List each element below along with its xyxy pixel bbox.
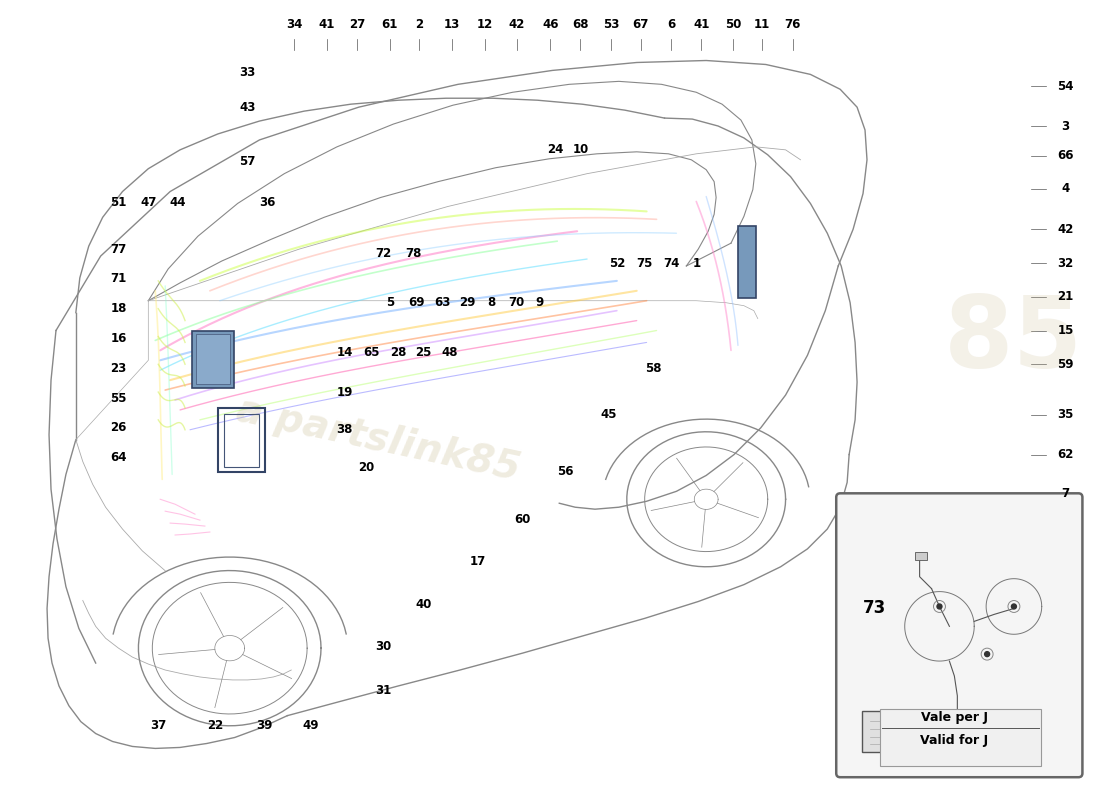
Text: 10: 10 xyxy=(573,143,590,156)
Text: 56: 56 xyxy=(557,465,573,478)
Text: 42: 42 xyxy=(1057,222,1074,236)
Text: 4: 4 xyxy=(1062,182,1069,195)
Text: a partslink85: a partslink85 xyxy=(233,391,524,488)
Text: 62: 62 xyxy=(1057,448,1074,461)
Text: 20: 20 xyxy=(359,461,375,474)
Text: 37: 37 xyxy=(150,719,166,732)
Text: 29: 29 xyxy=(459,296,475,310)
FancyBboxPatch shape xyxy=(880,709,1041,766)
Text: 53: 53 xyxy=(603,18,619,31)
Text: 14: 14 xyxy=(337,346,353,359)
Text: 28: 28 xyxy=(390,346,407,359)
Text: 60: 60 xyxy=(515,513,530,526)
Text: 52: 52 xyxy=(608,257,625,270)
Text: 6: 6 xyxy=(668,18,675,31)
Text: 61: 61 xyxy=(382,18,398,31)
Text: 19: 19 xyxy=(337,386,353,398)
Text: 32: 32 xyxy=(1057,257,1074,270)
Text: 39: 39 xyxy=(256,719,273,732)
Text: 9: 9 xyxy=(536,296,543,310)
Text: 85: 85 xyxy=(944,292,1084,389)
Text: 58: 58 xyxy=(646,362,662,374)
Text: 55: 55 xyxy=(110,391,126,405)
Text: 78: 78 xyxy=(405,246,421,259)
Text: 3: 3 xyxy=(1062,119,1069,133)
Text: 68: 68 xyxy=(572,18,588,31)
Text: 69: 69 xyxy=(408,296,425,310)
Text: 48: 48 xyxy=(442,346,459,359)
Text: 31: 31 xyxy=(375,684,392,698)
Text: 59: 59 xyxy=(1057,358,1074,370)
Text: 72: 72 xyxy=(375,246,392,259)
FancyBboxPatch shape xyxy=(196,334,230,384)
Text: 8: 8 xyxy=(487,296,496,310)
Text: 42: 42 xyxy=(508,18,525,31)
Text: 50: 50 xyxy=(725,18,741,31)
Text: 45: 45 xyxy=(601,408,617,422)
Text: 77: 77 xyxy=(110,242,126,256)
Text: 66: 66 xyxy=(1057,150,1074,162)
Text: 41: 41 xyxy=(693,18,710,31)
Text: 46: 46 xyxy=(542,18,559,31)
Text: 34: 34 xyxy=(286,18,302,31)
Text: 1: 1 xyxy=(692,257,701,270)
FancyBboxPatch shape xyxy=(192,330,233,388)
Text: 63: 63 xyxy=(434,296,450,310)
Text: 33: 33 xyxy=(240,66,255,79)
Text: 22: 22 xyxy=(207,719,223,732)
Text: 27: 27 xyxy=(349,18,365,31)
Text: 2: 2 xyxy=(415,18,424,31)
Text: 5: 5 xyxy=(386,296,395,310)
Text: 15: 15 xyxy=(1057,324,1074,337)
FancyBboxPatch shape xyxy=(738,226,756,298)
Text: 13: 13 xyxy=(444,18,460,31)
Circle shape xyxy=(937,604,942,609)
Circle shape xyxy=(984,652,990,657)
Text: 18: 18 xyxy=(110,302,126,315)
Text: 38: 38 xyxy=(337,423,353,436)
Text: 49: 49 xyxy=(302,719,319,732)
Text: 76: 76 xyxy=(784,18,801,31)
Text: 41: 41 xyxy=(319,18,336,31)
FancyBboxPatch shape xyxy=(836,494,1082,778)
Text: 74: 74 xyxy=(663,257,680,270)
Text: 12: 12 xyxy=(476,18,493,31)
Text: 65: 65 xyxy=(363,346,379,359)
Text: 25: 25 xyxy=(415,346,431,359)
Text: 17: 17 xyxy=(470,555,486,568)
Text: 24: 24 xyxy=(547,143,563,156)
Text: 51: 51 xyxy=(110,196,126,209)
Text: 54: 54 xyxy=(1057,80,1074,93)
Text: 35: 35 xyxy=(1057,408,1074,422)
Text: 43: 43 xyxy=(240,101,256,114)
Text: 73: 73 xyxy=(864,599,887,618)
Text: 70: 70 xyxy=(508,296,525,310)
Text: Vale per J: Vale per J xyxy=(921,711,988,724)
FancyBboxPatch shape xyxy=(862,710,1006,753)
Text: 40: 40 xyxy=(415,598,431,611)
Text: 75: 75 xyxy=(637,257,652,270)
Text: 16: 16 xyxy=(110,332,126,345)
FancyBboxPatch shape xyxy=(915,552,926,560)
Circle shape xyxy=(1011,604,1016,609)
Text: 57: 57 xyxy=(240,155,256,168)
Text: Valid for J: Valid for J xyxy=(921,734,989,747)
Text: 30: 30 xyxy=(375,640,392,653)
Text: 36: 36 xyxy=(260,196,276,209)
Text: 11: 11 xyxy=(754,18,770,31)
Text: 71: 71 xyxy=(110,272,126,286)
Text: 7: 7 xyxy=(1062,487,1069,500)
Text: 21: 21 xyxy=(1057,290,1074,303)
Text: 67: 67 xyxy=(632,18,649,31)
Text: 44: 44 xyxy=(169,196,186,209)
Text: 64: 64 xyxy=(110,451,126,464)
Text: 23: 23 xyxy=(110,362,126,374)
Text: 47: 47 xyxy=(140,196,156,209)
Text: 26: 26 xyxy=(110,422,126,434)
